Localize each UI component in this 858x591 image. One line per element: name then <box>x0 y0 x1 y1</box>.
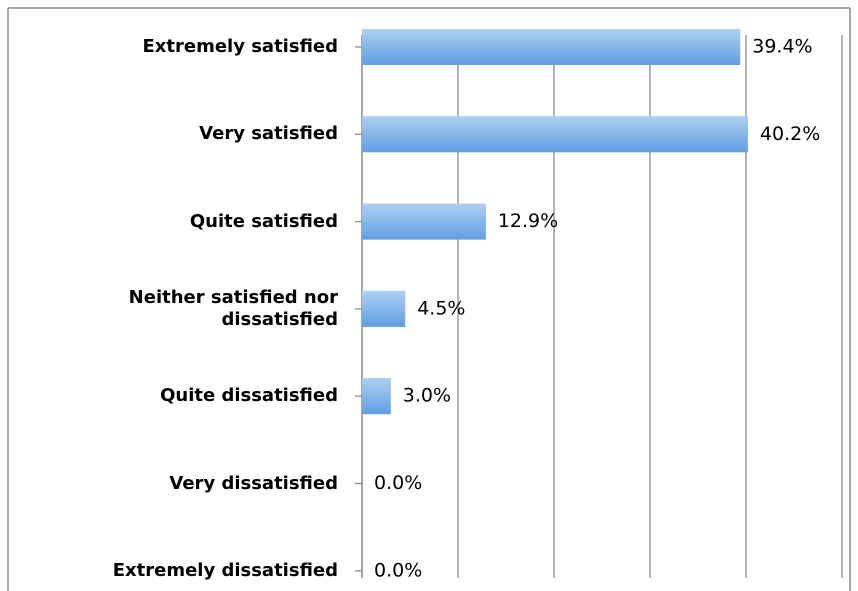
category-label: Extremely dissatisfied <box>112 559 338 581</box>
category-label: Extremely satisfied <box>142 36 338 57</box>
category-label: Quite dissatisfied <box>160 385 338 407</box>
category-label: Very satisfied <box>199 123 338 145</box>
value-label: 12.9% <box>498 210 558 232</box>
bar-shine <box>362 116 748 153</box>
value-label: 40.2% <box>760 123 820 145</box>
bar-shine <box>362 378 391 415</box>
bar-shine <box>362 203 486 240</box>
bar-shine <box>362 29 741 65</box>
bar-shine <box>362 290 406 327</box>
category-label: Very dissatisfied <box>169 472 338 494</box>
value-label: 39.4% <box>752 36 812 58</box>
value-label: 0.0% <box>374 472 422 494</box>
category-label: Neither satisfied nor dissatisfied <box>128 286 338 330</box>
value-label: 4.5% <box>417 297 465 319</box>
value-label: 0.0% <box>374 559 422 581</box>
value-label: 3.0% <box>403 385 451 407</box>
category-label: Quite satisfied <box>189 210 338 232</box>
